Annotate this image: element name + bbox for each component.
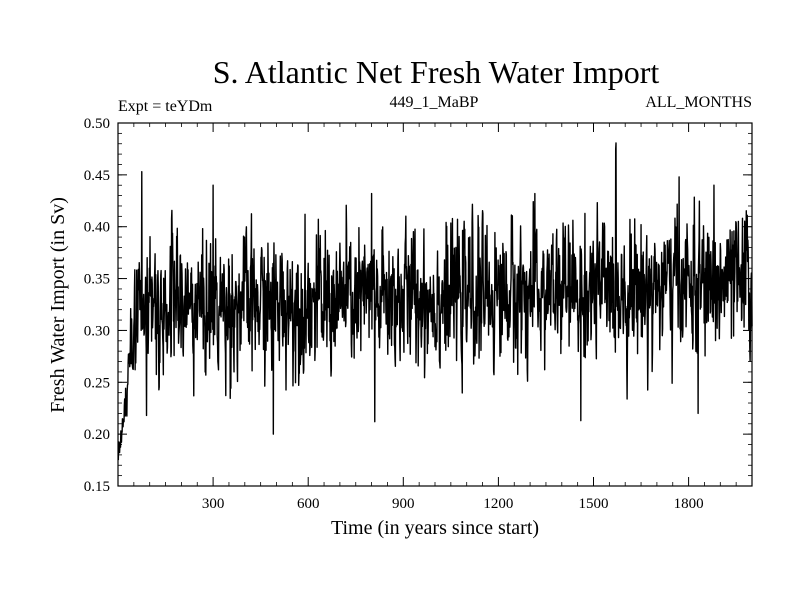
y-tick-label: 0.20: [84, 427, 110, 443]
series-line: [117, 142, 753, 461]
x-tick-label: 300: [202, 496, 225, 512]
subtitle-center: 449_1_MaBP: [390, 94, 479, 111]
y-tick-label: 0.25: [84, 375, 110, 391]
chart-title: S. Atlantic Net Fresh Water Import: [213, 54, 660, 90]
subtitle-left: Expt = teYDm: [118, 98, 213, 115]
y-tick-label: 0.40: [84, 220, 110, 236]
x-tick-label: 1200: [483, 496, 513, 512]
y-tick-label: 0.50: [84, 116, 110, 132]
subtitle-right: ALL_MONTHS: [645, 94, 752, 111]
plot-frame: [117, 122, 753, 487]
y-tick-label: 0.15: [84, 479, 110, 495]
series-layer: [117, 142, 753, 461]
y-tick-label: 0.30: [84, 323, 110, 339]
y-tick-label: 0.35: [84, 272, 110, 288]
x-tick-label: 900: [392, 496, 415, 512]
x-tick-label: 1800: [674, 496, 704, 512]
axis-layer: 0.15 0.20 0.25 0.30 0.35 0.40 0.45 0.50 300 600 90…: [84, 116, 752, 512]
x-tick-label: 600: [297, 496, 320, 512]
y-axis-label: Fresh Water Import (in Sv): [47, 197, 69, 413]
x-axis-label: Time (in years since start): [331, 517, 539, 539]
y-tick-label: 0.45: [84, 168, 110, 184]
x-tick-label: 1500: [579, 496, 609, 512]
